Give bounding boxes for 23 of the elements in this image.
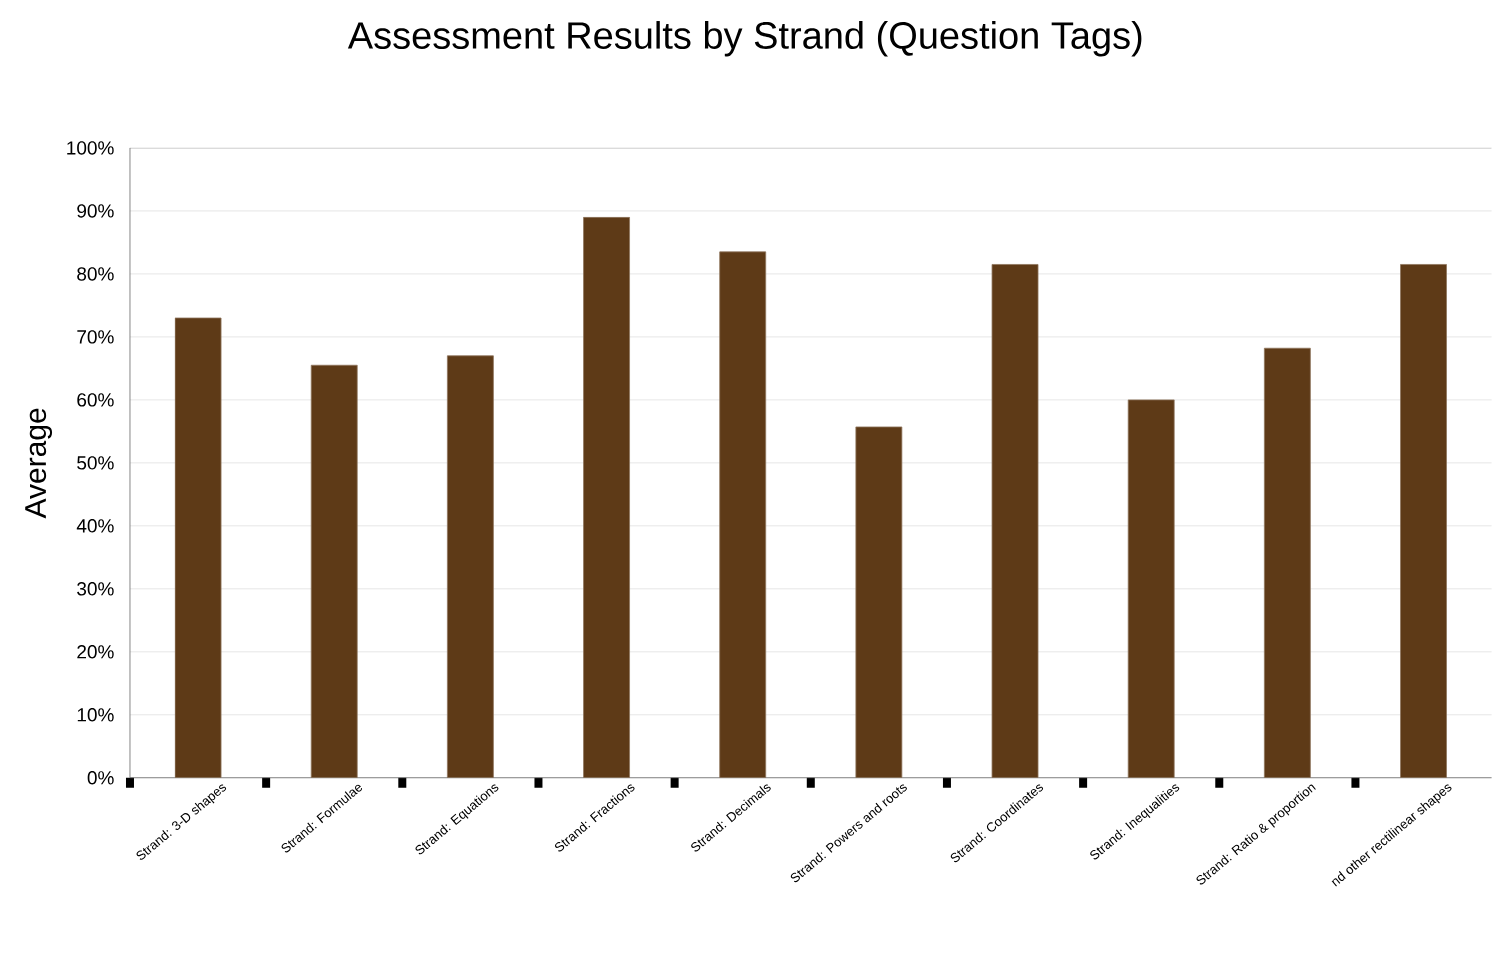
y-tick-label: 10% xyxy=(77,708,114,722)
bar xyxy=(1127,399,1175,778)
bar xyxy=(991,264,1039,778)
y-axis-title: Average xyxy=(25,408,53,519)
y-tick-label: 30% xyxy=(77,582,114,596)
y-tick-label: 90% xyxy=(77,204,114,218)
bar xyxy=(310,364,358,778)
bar xyxy=(446,355,494,778)
bar xyxy=(1263,347,1311,778)
bar xyxy=(855,426,903,778)
y-tick-label: 70% xyxy=(77,330,114,344)
y-tick-label: 60% xyxy=(77,393,114,407)
y-tick-label: 100% xyxy=(67,141,114,155)
bar xyxy=(583,216,630,778)
bar xyxy=(1400,264,1447,778)
y-tick-label: 50% xyxy=(77,456,114,470)
y-tick-label: 40% xyxy=(76,519,114,533)
y-tick-label: 20% xyxy=(77,645,114,659)
bar xyxy=(719,251,767,778)
chart-title: Assessment Results by Strand (Question Tags) xyxy=(347,21,1142,57)
y-tick-label: 80% xyxy=(77,267,114,281)
bar xyxy=(174,317,222,778)
y-tick-label: 0% xyxy=(87,771,114,785)
